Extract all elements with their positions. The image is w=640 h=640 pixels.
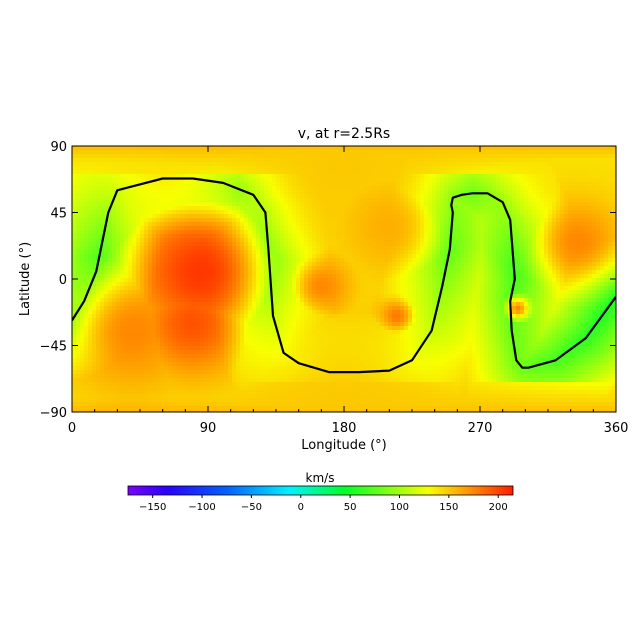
x-tick-label: 0 xyxy=(68,421,76,436)
colorbar-tick-label: −50 xyxy=(241,502,262,513)
colorbar-tick-label: −100 xyxy=(188,502,215,513)
x-axis-label: Longitude (°) xyxy=(301,438,386,453)
colorbar-tick-label: 200 xyxy=(489,502,508,513)
colorbar-ticks: −150 −100 −50 0 50 100 150 200 xyxy=(139,495,508,513)
heatmap-field xyxy=(72,146,616,412)
colorbar-tick-label: 150 xyxy=(439,502,458,513)
x-tick-label: 180 xyxy=(332,421,357,436)
y-tick-label: 0 xyxy=(59,273,67,288)
y-axis-label: Latitude (°) xyxy=(18,242,33,316)
x-axis: 0 90 180 270 360 xyxy=(68,146,629,436)
y-tick-label: −45 xyxy=(40,340,67,355)
colorbar-tick-label: 0 xyxy=(298,502,304,513)
x-tick-label: 90 xyxy=(200,421,217,436)
y-axis: 90 45 0 −45 −90 xyxy=(40,140,616,421)
colorbar-label: km/s xyxy=(306,471,335,485)
y-tick-label: 90 xyxy=(50,140,67,155)
x-tick-label: 360 xyxy=(604,421,629,436)
neutral-line xyxy=(72,177,616,374)
y-tick-label: 45 xyxy=(50,207,67,222)
colorbar-tick-label: 50 xyxy=(344,502,357,513)
colorbar xyxy=(127,485,514,496)
colorbar-tick-label: 100 xyxy=(390,502,409,513)
chart-title: v, at r=2.5Rs xyxy=(298,126,390,142)
y-tick-label: −90 xyxy=(40,406,67,421)
x-tick-label: 270 xyxy=(468,421,493,436)
colorbar-tick-label: −150 xyxy=(139,502,166,513)
